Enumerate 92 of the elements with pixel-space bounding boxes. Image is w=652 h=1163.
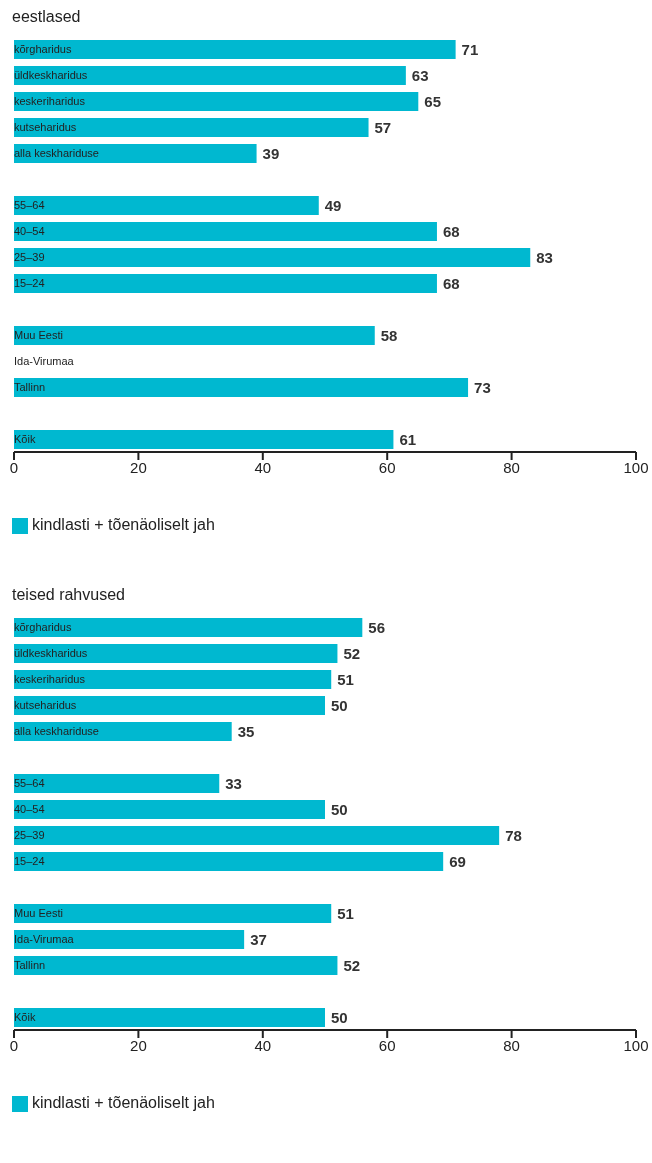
x-tick-label: 60 bbox=[378, 1036, 396, 1054]
y-tick-label: üldkeskharidus bbox=[14, 69, 88, 81]
y-tick-label: alla keskhariduse bbox=[14, 725, 99, 737]
bar bbox=[14, 696, 325, 715]
bar bbox=[14, 118, 369, 137]
y-tick-label: 25–39 bbox=[14, 829, 45, 841]
bar bbox=[14, 722, 232, 741]
bar bbox=[14, 222, 437, 241]
y-tick-label: 55–64 bbox=[14, 199, 45, 211]
chart-title: teised rahvused bbox=[12, 586, 126, 604]
bar bbox=[14, 66, 406, 85]
data-label: 58 bbox=[380, 326, 398, 344]
y-tick-label: kõrgharidus bbox=[14, 621, 72, 633]
data-label: 83 bbox=[536, 248, 553, 266]
data-label: 50 bbox=[331, 696, 348, 714]
data-label: 35 bbox=[237, 722, 255, 740]
data-label: 65 bbox=[424, 92, 441, 110]
x-tick-label: 20 bbox=[130, 458, 147, 476]
data-label: 51 bbox=[337, 904, 354, 922]
x-tick-label: 40 bbox=[254, 1036, 272, 1054]
data-label: 71 bbox=[461, 40, 479, 58]
y-tick-label: Ida-Virumaa bbox=[14, 933, 75, 945]
data-label: 63 bbox=[411, 66, 429, 84]
bar bbox=[14, 144, 257, 163]
bar bbox=[14, 1008, 325, 1027]
data-label: 51 bbox=[337, 670, 354, 688]
data-label: 37 bbox=[250, 930, 267, 948]
y-tick-label: alla keskhariduse bbox=[14, 147, 99, 159]
bar bbox=[14, 92, 419, 111]
legend-label: kindlasti + tõenäoliselt jah bbox=[32, 516, 215, 533]
y-tick-label: keskeriharidus bbox=[14, 95, 86, 107]
bar bbox=[14, 826, 500, 845]
data-label: 52 bbox=[343, 644, 361, 662]
bar bbox=[14, 378, 469, 397]
y-tick-label: Kõik bbox=[14, 433, 36, 445]
y-tick-label: Tallinn bbox=[14, 959, 46, 971]
bar bbox=[14, 800, 325, 819]
data-label: 57 bbox=[374, 118, 392, 136]
bar bbox=[14, 930, 245, 949]
bar bbox=[14, 774, 220, 793]
data-label: 33 bbox=[225, 774, 242, 792]
bar bbox=[14, 326, 375, 345]
data-label: 68 bbox=[442, 274, 460, 292]
x-tick-label: 20 bbox=[130, 1036, 147, 1054]
data-label: 52 bbox=[343, 956, 361, 974]
y-tick-label: kõrgharidus bbox=[14, 43, 72, 55]
bar bbox=[14, 852, 444, 871]
y-tick-label: 15–24 bbox=[14, 855, 45, 867]
data-label: 50 bbox=[331, 800, 348, 818]
data-label: 73 bbox=[474, 378, 491, 396]
y-tick-label: kutseharidus bbox=[14, 699, 77, 711]
y-tick-label: Kõik bbox=[14, 1011, 36, 1023]
data-label: 61 bbox=[399, 430, 417, 448]
y-tick-label: keskeriharidus bbox=[14, 673, 86, 685]
y-tick-label: 40–54 bbox=[14, 225, 45, 237]
y-tick-label: Muu Eesti bbox=[14, 329, 63, 341]
bar bbox=[14, 40, 456, 59]
y-tick-label: 55–64 bbox=[14, 777, 45, 789]
y-tick-label: kutseharidus bbox=[14, 121, 77, 133]
data-label: 49 bbox=[324, 196, 342, 214]
legend-label: kindlasti + tõenäoliselt jah bbox=[32, 1094, 215, 1111]
bar bbox=[14, 904, 332, 923]
chart-title: eestlased bbox=[12, 8, 82, 26]
bar bbox=[14, 248, 531, 267]
y-tick-label: Muu Eesti bbox=[14, 907, 63, 919]
y-tick-label: 25–39 bbox=[14, 251, 45, 263]
x-tick-label: 0 bbox=[9, 458, 19, 476]
data-label: 68 bbox=[442, 222, 460, 240]
x-tick-label: 80 bbox=[503, 1036, 520, 1054]
y-tick-label: Ida-Virumaa bbox=[14, 355, 75, 367]
y-tick-label: 40–54 bbox=[14, 803, 45, 815]
y-tick-label: Tallinn bbox=[14, 381, 46, 393]
x-tick-label: 60 bbox=[378, 458, 396, 476]
data-label: 50 bbox=[331, 1008, 348, 1026]
x-tick-label: 0 bbox=[9, 1036, 19, 1054]
x-tick-label: 40 bbox=[254, 458, 272, 476]
x-tick-label: 100 bbox=[623, 1036, 649, 1054]
bar bbox=[14, 618, 363, 637]
bar bbox=[14, 196, 319, 215]
bar bbox=[14, 430, 394, 449]
bar bbox=[14, 274, 437, 293]
x-tick-label: 100 bbox=[623, 458, 649, 476]
data-label: 39 bbox=[262, 144, 280, 162]
x-tick-label: 80 bbox=[503, 458, 520, 476]
data-label: 69 bbox=[449, 852, 466, 870]
y-tick-label: üldkeskharidus bbox=[14, 647, 88, 659]
data-label: 78 bbox=[505, 826, 522, 844]
bar bbox=[14, 956, 338, 975]
data-label: 56 bbox=[368, 618, 386, 636]
bar bbox=[14, 670, 332, 689]
y-tick-label: 15–24 bbox=[14, 277, 45, 289]
bar bbox=[14, 644, 338, 663]
